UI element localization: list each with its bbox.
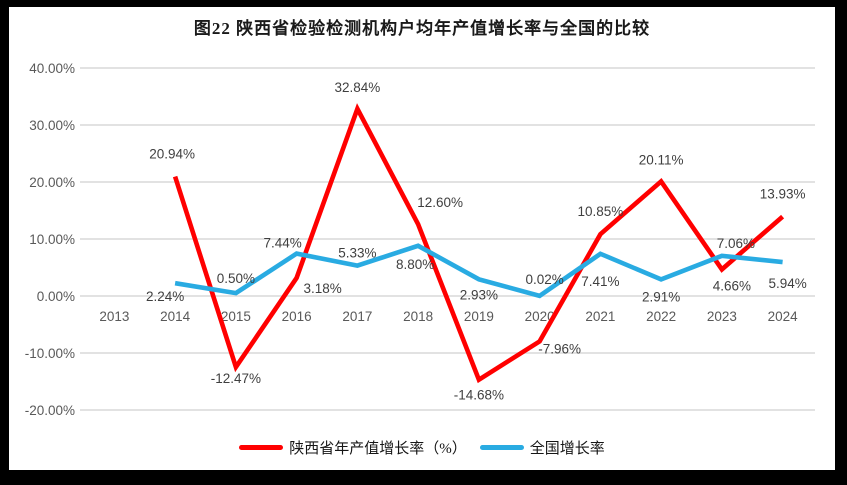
x-axis-tick-label: 2014	[160, 309, 191, 324]
x-axis-tick-label: 2019	[464, 309, 494, 324]
data-label: -14.68%	[454, 388, 504, 403]
data-label: 7.44%	[263, 236, 301, 251]
x-axis-tick-label: 2017	[342, 309, 372, 324]
x-axis-tick-label: 2020	[525, 309, 555, 324]
data-label: 10.85%	[577, 204, 623, 219]
series-line-shaanxi	[172, 103, 785, 384]
data-label: 0.02%	[525, 272, 563, 287]
y-axis-tick-label: 30.00%	[29, 118, 75, 133]
chart-canvas: 图22 陕西省检验检测机构户均年产值增长率与全国的比较 40.00% 30.00%…	[9, 7, 835, 470]
data-label: -7.96%	[538, 341, 581, 356]
x-axis-tick-label: 2023	[707, 309, 737, 324]
chart-title: 图22 陕西省检验检测机构户均年产值增长率与全国的比较	[193, 19, 651, 38]
data-label: 20.94%	[149, 147, 195, 162]
data-label: 5.33%	[338, 246, 376, 261]
data-label: 20.11%	[639, 152, 684, 167]
x-axis-tick-label: 2013	[99, 309, 129, 324]
x-axis-tick-label: 2021	[585, 309, 615, 324]
legend-swatch-national-line	[479, 444, 524, 450]
data-label: 3.18%	[303, 281, 341, 296]
x-axis-tick-label: 2015	[221, 309, 251, 324]
y-axis-tick-label: 0.00%	[37, 289, 75, 304]
y-axis-tick-label: 40.00%	[29, 61, 75, 76]
data-label: 7.06%	[717, 236, 755, 251]
legend-item-shaanxi: 陕西省年产值增长率（%）	[239, 437, 467, 458]
data-label: -12.47%	[211, 371, 261, 386]
chart-legend: 陕西省年产值增长率（%） 全国增长率	[9, 437, 835, 457]
y-axis-tick-label: 20.00%	[29, 175, 75, 190]
data-label: 4.66%	[713, 278, 751, 293]
series-line-national	[174, 243, 783, 299]
data-label: 2.24%	[146, 289, 184, 304]
data-label: 12.60%	[417, 195, 463, 210]
data-label: 2.91%	[642, 289, 680, 304]
legend-item-national: 全国增长率	[479, 437, 605, 458]
legend-label-shaanxi: 陕西省年产值增长率（%）	[289, 440, 467, 457]
x-axis-tick-label: 2022	[646, 309, 676, 324]
legend-swatch-shaanxi-line	[239, 444, 284, 450]
x-axis-tick-label: 2024	[768, 309, 799, 324]
y-axis-tick-label: -20.00%	[25, 403, 75, 418]
x-axis-tick-label: 2016	[282, 309, 312, 324]
legend-label-national: 全国增长率	[529, 440, 605, 457]
y-axis-tick-label: 10.00%	[29, 232, 75, 247]
x-axis-tick-label: 2018	[403, 309, 433, 324]
data-label: 32.84%	[334, 80, 380, 95]
data-label: 5.94%	[768, 276, 806, 291]
data-label: 13.93%	[760, 187, 806, 202]
data-label: 0.50%	[217, 271, 255, 286]
data-label: 7.41%	[581, 274, 619, 289]
data-label: 8.80%	[396, 257, 434, 272]
data-label: 2.93%	[460, 287, 498, 302]
line-chart-plot: 40.00% 30.00% 20.00% 10.00% 0.00% -10.00% -20.…	[25, 61, 815, 418]
y-axis-tick-label: -10.00%	[25, 346, 75, 361]
